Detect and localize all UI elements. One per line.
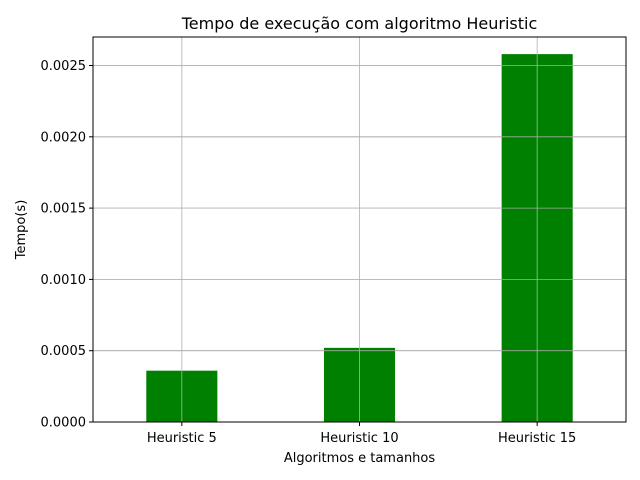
x-axis-label: Algoritmos e tamanhos [284, 451, 436, 466]
y-tick-label: 0.0020 [41, 130, 87, 145]
y-tick-label: 0.0025 [41, 59, 87, 74]
ticks-layer: 0.0000 0.0005 0.0010 0.0015 0.0020 0.0025 Heur… [41, 59, 577, 446]
y-tick-label: 0.0015 [41, 202, 87, 217]
x-tick-label: Heuristic 15 [498, 431, 576, 446]
y-tick-label: 0.0000 [41, 416, 87, 431]
chart-title: Tempo de execução com algoritmo Heuristi… [181, 14, 538, 33]
y-axis-label: Tempo(s) [14, 200, 29, 261]
x-tick-label: Heuristic 5 [147, 431, 217, 446]
y-tick-label: 0.0005 [41, 344, 87, 359]
x-tick-label: Heuristic 10 [320, 431, 398, 446]
y-tick-label: 0.0010 [41, 273, 87, 288]
